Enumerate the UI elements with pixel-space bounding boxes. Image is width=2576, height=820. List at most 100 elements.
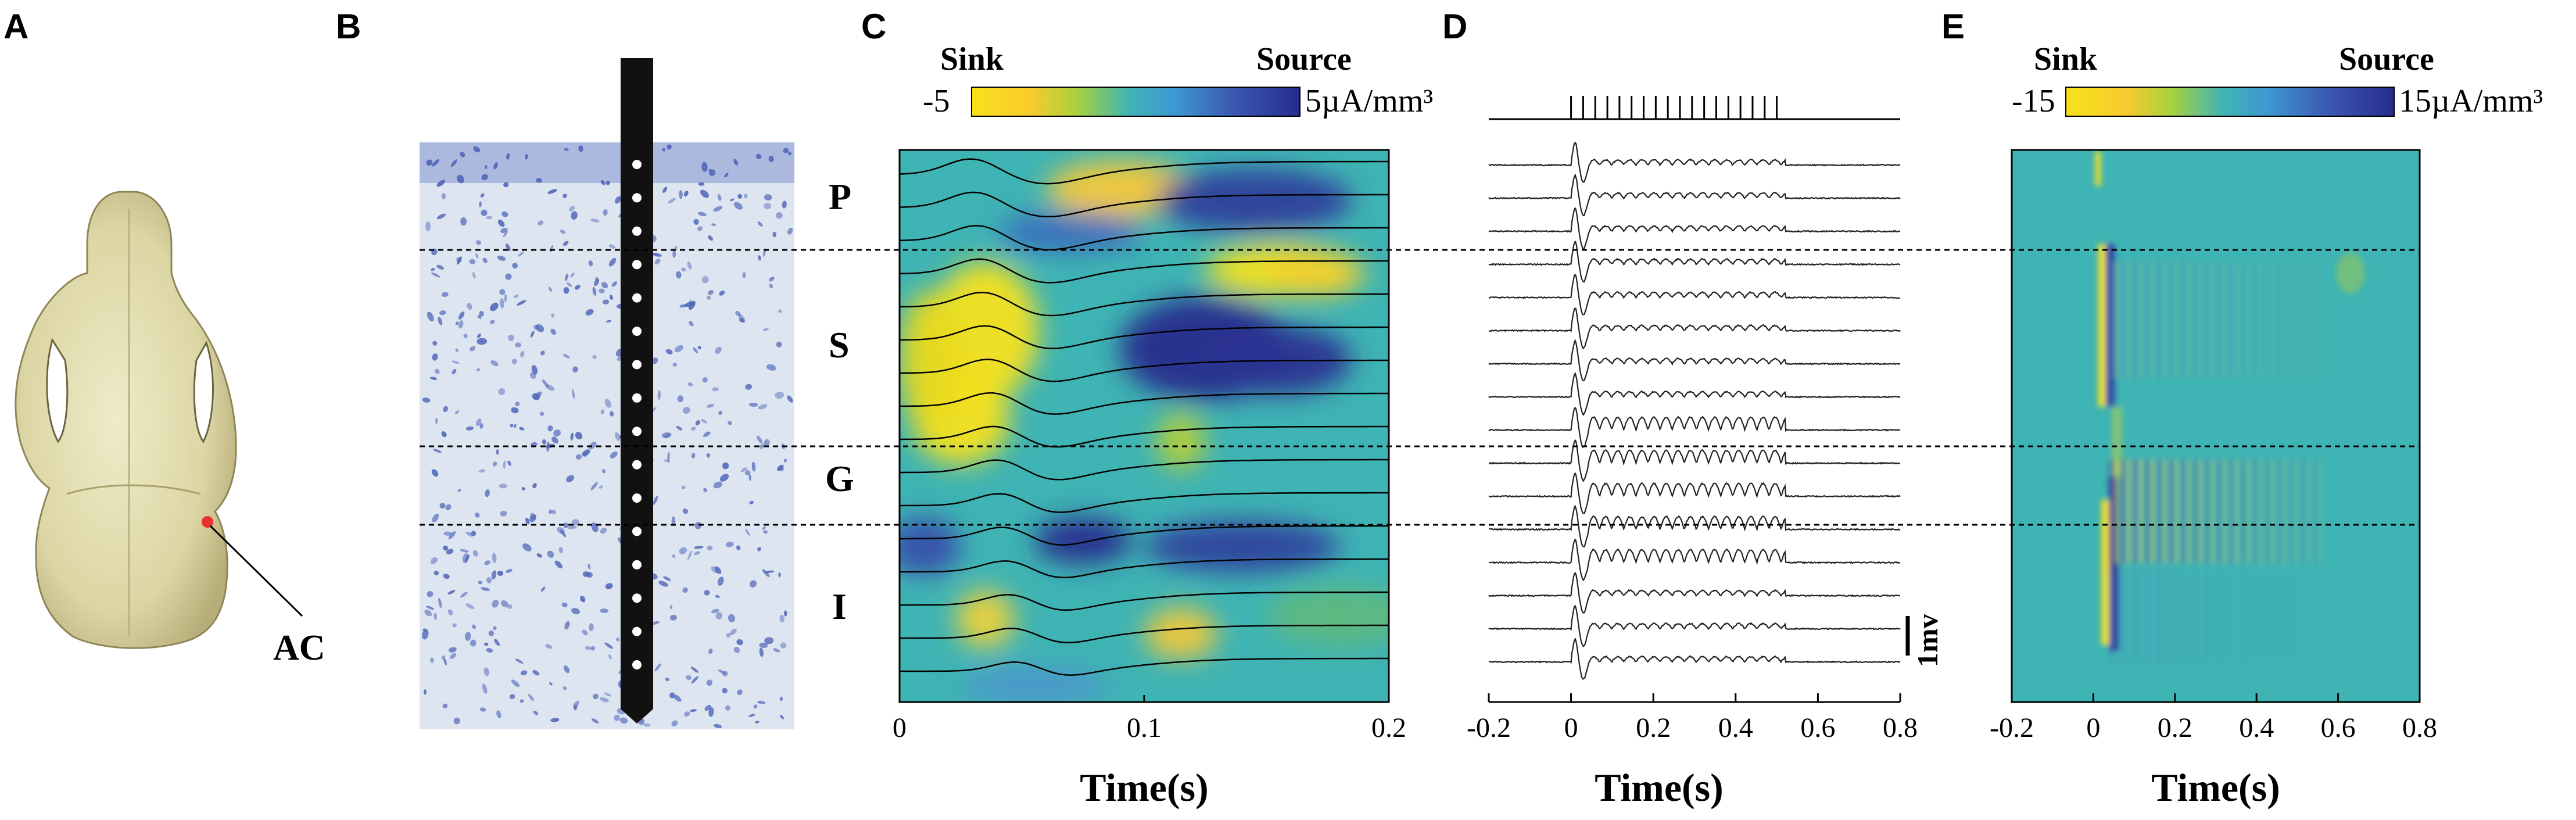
stained-cell [450, 159, 457, 167]
stripe-sink [2306, 262, 2310, 378]
stripe-source [2217, 459, 2222, 564]
recording-site [632, 226, 642, 236]
stained-cell [592, 355, 597, 360]
stained-cell [463, 553, 469, 564]
stained-cell [715, 612, 723, 620]
stained-cell [536, 553, 543, 558]
stripe-source [2169, 570, 2173, 663]
stained-cell [574, 704, 578, 711]
stained-cell [615, 432, 621, 441]
csd-c-max-label: 5µA/mm³ [1305, 83, 1433, 119]
recording-site [632, 460, 642, 470]
onset-sink [2095, 151, 2101, 186]
stained-cell [611, 281, 618, 287]
stained-cell [694, 521, 702, 529]
probe-tip [621, 709, 653, 724]
stripe-source [2158, 570, 2162, 663]
stained-cell [436, 180, 446, 187]
lfp-trace [1488, 173, 1901, 216]
stained-cell [743, 194, 748, 199]
stained-cell [677, 395, 684, 402]
stained-cell [657, 390, 661, 400]
stained-cell [434, 368, 440, 374]
stained-cell [764, 202, 771, 210]
stained-cell [482, 683, 488, 694]
stained-cell [545, 644, 553, 649]
stained-cell [740, 467, 747, 472]
stained-cell [707, 545, 713, 551]
stained-cell [711, 223, 716, 226]
layer-label-g: G [825, 458, 854, 499]
stained-cell [501, 211, 508, 217]
stained-cell [479, 423, 483, 429]
stained-cell [737, 689, 743, 696]
stained-cell [507, 604, 513, 609]
stained-cell [700, 189, 709, 198]
stained-cell [671, 720, 678, 726]
stained-cell [713, 481, 723, 489]
stained-cell [775, 392, 784, 399]
stained-cell [589, 623, 594, 632]
stained-cell [594, 277, 600, 282]
stained-cell [564, 665, 570, 674]
stained-cell [593, 693, 599, 700]
stained-cell [575, 284, 581, 290]
stained-cell [563, 686, 567, 690]
stained-cell [706, 679, 713, 686]
stained-cell [707, 404, 714, 408]
csd-e-stripes [2095, 151, 2365, 663]
stained-cell [758, 404, 768, 410]
stained-cell [658, 581, 669, 587]
stained-cell [585, 646, 591, 650]
stained-cell [433, 613, 437, 620]
stained-cell [445, 504, 452, 511]
csd-blob [900, 517, 961, 575]
ac-marker [202, 516, 213, 528]
stripe-sink [2163, 459, 2167, 564]
csd-c-x-label: Time(s) [1080, 765, 1209, 810]
late-sink [2335, 253, 2365, 293]
stripe-sink [2247, 262, 2250, 378]
stained-cell [426, 606, 435, 610]
stained-cell [498, 388, 506, 395]
stained-cell [485, 489, 490, 497]
stained-cell [662, 148, 666, 152]
stained-cell [748, 714, 755, 717]
csd-e-x-axis: -0.2 0 0.2 0.4 0.6 0.8 [1990, 693, 2437, 743]
stripe-source [2229, 570, 2233, 663]
stained-cell [664, 433, 670, 439]
x-tick-label: 0.2 [1371, 712, 1406, 743]
layer-label-p: P [829, 176, 851, 217]
stripe-source [2313, 459, 2318, 564]
stained-cell [465, 603, 475, 610]
stained-cell [702, 377, 708, 383]
stained-cell [472, 624, 476, 629]
stained-cell [515, 342, 521, 348]
stained-cell [506, 153, 510, 160]
lfp-trace [1488, 406, 1901, 448]
stained-cell [520, 350, 525, 357]
stripe-source [2301, 262, 2305, 378]
csd-blob [1266, 587, 1389, 645]
stained-cell [529, 372, 536, 379]
stained-cell [492, 599, 499, 608]
stained-cell [608, 244, 616, 249]
x-tick-label: 0.6 [2321, 712, 2356, 743]
stained-cell [600, 608, 609, 613]
csd-c-source-title: Source [1256, 41, 1352, 77]
stained-cell [485, 164, 488, 169]
stained-cell [779, 696, 783, 701]
stained-cell [654, 663, 661, 672]
stained-cell [776, 212, 783, 219]
stained-cell [762, 527, 766, 530]
stained-cell [439, 503, 446, 509]
stained-cell [673, 694, 682, 702]
stained-cell [603, 209, 608, 216]
stained-cell [476, 368, 481, 371]
stained-cell [569, 206, 575, 212]
stained-cell [717, 194, 722, 201]
stained-cell [532, 670, 540, 676]
stained-cell [422, 628, 428, 632]
stripe-source [2290, 262, 2294, 378]
probe-shank [621, 58, 653, 709]
